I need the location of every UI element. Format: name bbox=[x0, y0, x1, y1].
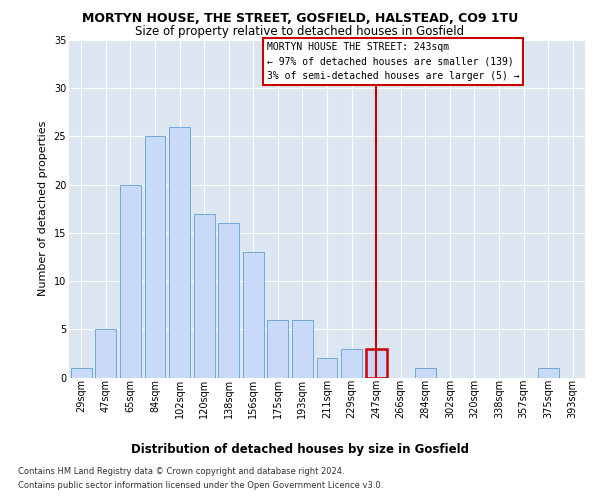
Bar bbox=[341, 348, 362, 378]
Bar bbox=[120, 184, 141, 378]
Bar bbox=[268, 320, 289, 378]
Bar bbox=[415, 368, 436, 378]
Bar bbox=[71, 368, 92, 378]
Bar bbox=[292, 320, 313, 378]
Bar bbox=[538, 368, 559, 378]
Text: MORTYN HOUSE, THE STREET, GOSFIELD, HALSTEAD, CO9 1TU: MORTYN HOUSE, THE STREET, GOSFIELD, HALS… bbox=[82, 12, 518, 26]
Bar bbox=[95, 330, 116, 378]
Bar bbox=[365, 348, 386, 378]
Text: Size of property relative to detached houses in Gosfield: Size of property relative to detached ho… bbox=[136, 25, 464, 38]
Bar bbox=[243, 252, 264, 378]
Bar bbox=[169, 127, 190, 378]
Bar bbox=[317, 358, 337, 378]
Bar bbox=[194, 214, 215, 378]
Bar bbox=[145, 136, 166, 378]
Text: Contains public sector information licensed under the Open Government Licence v3: Contains public sector information licen… bbox=[18, 481, 383, 490]
Text: MORTYN HOUSE THE STREET: 243sqm
← 97% of detached houses are smaller (139)
3% of: MORTYN HOUSE THE STREET: 243sqm ← 97% of… bbox=[267, 42, 520, 80]
Text: Distribution of detached houses by size in Gosfield: Distribution of detached houses by size … bbox=[131, 442, 469, 456]
Text: Contains HM Land Registry data © Crown copyright and database right 2024.: Contains HM Land Registry data © Crown c… bbox=[18, 467, 344, 476]
Bar bbox=[218, 223, 239, 378]
Y-axis label: Number of detached properties: Number of detached properties bbox=[38, 121, 48, 296]
